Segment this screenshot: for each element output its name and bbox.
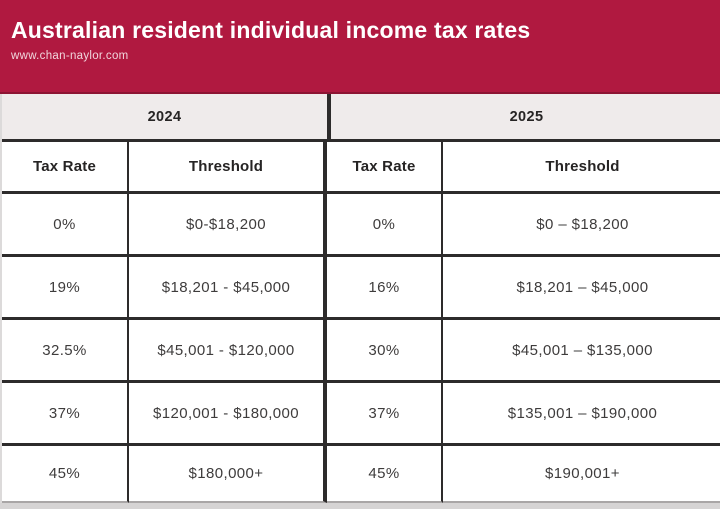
year-header-2025: 2025	[327, 94, 720, 142]
rate-cell-2025: 30%	[327, 320, 443, 383]
threshold-cell-2025: $45,001 – $135,000	[443, 320, 720, 383]
threshold-cell-2025: $190,001+	[443, 446, 720, 503]
page-title: Australian resident individual income ta…	[11, 17, 531, 43]
rate-cell-2024: 0%	[2, 194, 129, 257]
banner-edge-line	[0, 92, 720, 94]
rate-cell-2024: 45%	[2, 446, 129, 503]
title-banner: Australian resident individual income ta…	[0, 0, 720, 92]
threshold-cell-2024: $0-$18,200	[129, 194, 327, 257]
cutoff-strip	[0, 503, 720, 509]
rate-cell-2024: 19%	[2, 257, 129, 320]
col-header-threshold-2025: Threshold	[443, 142, 720, 194]
col-header-tax-rate-2024: Tax Rate	[2, 142, 129, 194]
threshold-cell-2025: $0 – $18,200	[443, 194, 720, 257]
rate-cell-2024: 32.5%	[2, 320, 129, 383]
col-header-threshold-2024: Threshold	[129, 142, 327, 194]
threshold-cell-2025: $135,001 – $190,000	[443, 383, 720, 446]
threshold-cell-2024: $180,000+	[129, 446, 327, 503]
rate-cell-2025: 37%	[327, 383, 443, 446]
rate-cell-2025: 45%	[327, 446, 443, 503]
threshold-cell-2025: $18,201 – $45,000	[443, 257, 720, 320]
rate-cell-2025: 0%	[327, 194, 443, 257]
rate-cell-2024: 37%	[2, 383, 129, 446]
col-header-tax-rate-2025: Tax Rate	[327, 142, 443, 194]
website-url: www.chan-naylor.com	[11, 50, 129, 63]
rate-cell-2025: 16%	[327, 257, 443, 320]
tax-rates-table: 2024 2025 Tax Rate Threshold Tax Rate Th…	[0, 94, 720, 503]
threshold-cell-2024: $45,001 - $120,000	[129, 320, 327, 383]
threshold-cell-2024: $120,001 - $180,000	[129, 383, 327, 446]
threshold-cell-2024: $18,201 - $45,000	[129, 257, 327, 320]
year-header-2024: 2024	[2, 94, 327, 142]
